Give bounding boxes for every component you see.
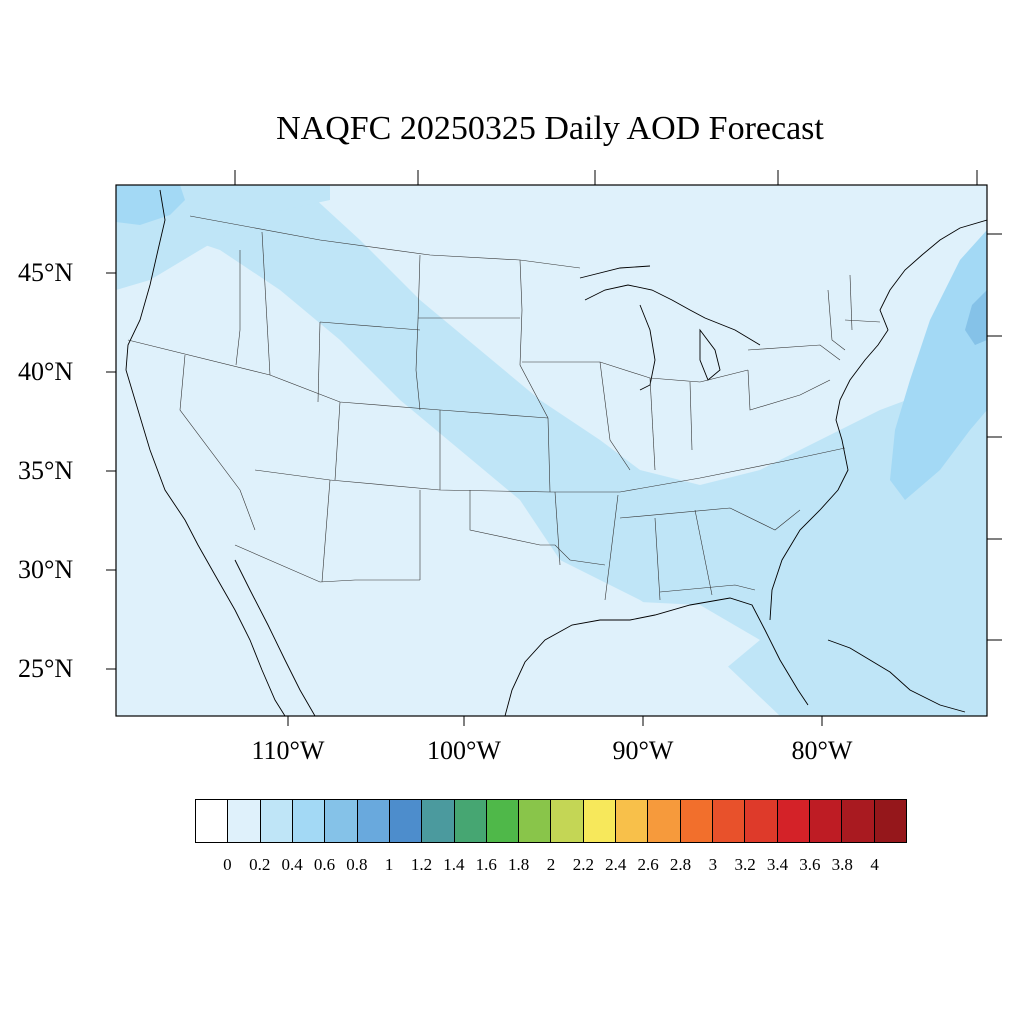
map-ticks [106, 170, 1002, 726]
colorbar-tick-label: 0 [223, 855, 232, 874]
colorbar-swatch [519, 800, 552, 842]
colorbar-tick-label: 1 [384, 855, 394, 874]
colorbar-tick-label: 0.4 [281, 855, 303, 874]
colorbar-tick-label: 2.4 [605, 855, 627, 874]
lon-label-80w: 80°W [791, 736, 853, 765]
colorbar-swatch [713, 800, 746, 842]
colorbar-labels: 0 0.2 0.4 0.6 0.8 1 1.2 1.4 1.6 1.8 2 2.2 2.4 2.6 2.8 3… [0, 855, 1024, 879]
map-content [116, 185, 987, 716]
lat-label-25: 25°N [18, 654, 74, 683]
colorbar-tick-label: 3.2 [734, 855, 756, 874]
coastlines [125, 189, 987, 716]
map-frame [115, 184, 988, 717]
colorbar-swatch [680, 800, 713, 842]
aod-atlantic-peak [965, 290, 987, 345]
colorbar-swatch [196, 800, 229, 842]
colorbar-tick-label: 1.2 [410, 855, 433, 874]
lat-label-35: 35°N [18, 456, 74, 485]
aod-clear-gulf [500, 600, 760, 700]
colorbar-tick-label: 4 [870, 855, 879, 874]
colorbar-swatch [745, 800, 778, 842]
colorbar-tick-label: 2 [546, 855, 556, 874]
lon-label-90w: 90°W [612, 736, 674, 765]
map-title: NAQFC 20250325 Daily AOD Forecast [276, 110, 824, 147]
colorbar-swatch [228, 800, 261, 842]
colorbar-tick-label: 3 [708, 855, 718, 874]
colorbar-tick-label: 2.2 [572, 855, 594, 874]
colorbar-tick-label: 3.6 [799, 855, 821, 874]
colorbar-swatch [874, 800, 906, 842]
colorbar-tick-label: 0.2 [249, 855, 271, 874]
aod-atlantic-high [890, 230, 987, 500]
colorbar-swatch [777, 800, 810, 842]
colorbar-swatch [551, 800, 584, 842]
colorbar-swatch [325, 800, 358, 842]
lon-label-110w: 110°W [251, 736, 325, 765]
colorbar [195, 799, 907, 843]
aod-clear-northeast [720, 205, 880, 245]
lat-label-40: 40°N [18, 357, 74, 386]
colorbar-swatch [486, 800, 520, 842]
colorbar-swatch [260, 800, 293, 842]
colorbar-tick-label: 3.8 [831, 855, 853, 874]
colorbar-tick-label: 0.8 [346, 855, 368, 874]
colorbar-tick-label: 2.8 [669, 855, 692, 874]
colorbar-swatch [454, 800, 487, 842]
colorbar-tick-label: 1.8 [508, 855, 530, 874]
colorbar-tick-label: 3.4 [766, 855, 789, 874]
colorbar-swatch [842, 800, 875, 842]
colorbar-swatch [422, 800, 455, 842]
colorbar-swatch [389, 800, 423, 842]
colorbar-swatch [292, 800, 326, 842]
aod-clear-lakes [540, 290, 700, 390]
colorbar-swatch [616, 800, 649, 842]
colorbar-swatch [357, 800, 390, 842]
lat-label-30: 30°N [18, 555, 74, 584]
aod-plume-band [116, 185, 987, 716]
colorbar-tick-label: 1.6 [475, 855, 497, 874]
colorbar-tick-label: 0.6 [313, 855, 336, 874]
state-borders [127, 215, 881, 601]
lat-label-45: 45°N [18, 258, 74, 287]
aod-nw-high [116, 185, 185, 225]
colorbar-swatch [583, 800, 617, 842]
colorbar-swatch [809, 800, 843, 842]
colorbar-tick-label: 2.6 [637, 855, 659, 874]
colorbar-swatch [648, 800, 681, 842]
colorbar-tick-label: 1.4 [443, 855, 465, 874]
lon-label-100w: 100°W [427, 736, 501, 765]
